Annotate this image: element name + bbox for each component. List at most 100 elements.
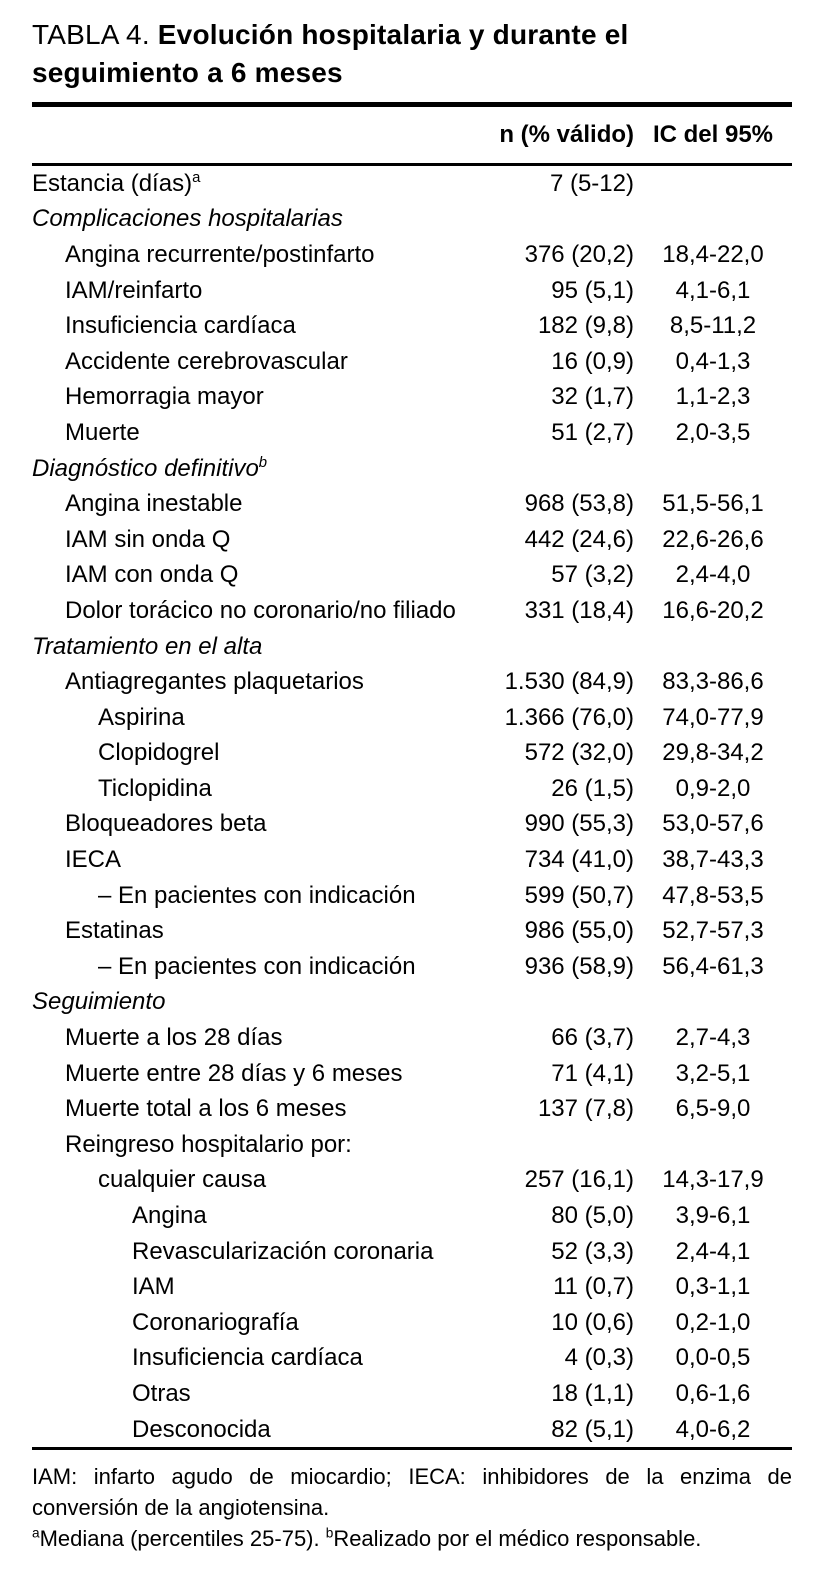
table-title-text: Evolución hospitalaria y durante el segu… <box>32 19 629 88</box>
table-body: Estancia (días)a 7 (5-12) Complicaciones h… <box>32 166 792 1447</box>
row-n-value: 572 (32,0) <box>524 739 634 767</box>
row-n-value: 11 (0,7) <box>553 1273 634 1301</box>
row-label: Hemorragia mayor <box>65 383 264 411</box>
table-row: Reingreso hospitalario por: <box>32 1127 792 1163</box>
row-n-value: 52 (3,3) <box>551 1237 634 1265</box>
table-row: Complicaciones hospitalarias <box>32 202 792 238</box>
footnote-marker: a <box>32 1526 40 1542</box>
row-ic-value: 0,9-2,0 <box>675 774 751 802</box>
table-row: Otras 18 (1,1) 0,6-1,6 <box>32 1376 792 1412</box>
table-row: Desconocida 82 (5,1) 4,0-6,2 <box>32 1412 792 1448</box>
row-n-value: 4 (0,3) <box>564 1344 634 1372</box>
row-label: cualquier causa <box>98 1166 267 1194</box>
row-label: Diagnóstico definitivob <box>32 454 268 482</box>
row-label: Coronariografía <box>132 1308 299 1336</box>
row-label: Revascularización coronaria <box>132 1237 434 1265</box>
row-ic-value: 2,7-4,3 <box>675 1024 751 1052</box>
row-ic-value: 56,4-61,3 <box>662 952 764 980</box>
table-row: IAM con onda Q 57 (3,2) 2,4-4,0 <box>32 558 792 594</box>
table-row: Insuficiencia cardíaca 4 (0,3) 0,0-0,5 <box>32 1341 792 1377</box>
row-n-value: 936 (58,9) <box>524 952 634 980</box>
row-label: IAM sin onda Q <box>65 525 231 553</box>
row-label: Insuficiencia cardíaca <box>65 312 296 340</box>
row-label: Muerte a los 28 días <box>65 1024 283 1052</box>
footnote-markers: aMediana (percentiles 25-75). bRealizado… <box>32 1526 702 1552</box>
row-label: Antiagregantes plaquetarios <box>65 668 364 696</box>
row-ic-value: 4,1-6,1 <box>675 276 751 304</box>
row-n-value: 80 (5,0) <box>551 1202 634 1230</box>
table-row: cualquier causa 257 (16,1) 14,3-17,9 <box>32 1163 792 1199</box>
row-label: Accidente cerebrovascular <box>65 347 348 375</box>
header-n-column: n (% válido) <box>499 121 634 148</box>
table-row: Estatinas 986 (55,0) 52,7-57,3 <box>32 913 792 949</box>
row-n-value: 18 (1,1) <box>551 1379 634 1407</box>
table-row: Revascularización coronaria 52 (3,3) 2,4-4… <box>32 1234 792 1270</box>
bottom-rule <box>32 1447 792 1451</box>
table-row: IAM/reinfarto 95 (5,1) 4,1-6,1 <box>32 273 792 309</box>
footnote-abbreviations: IAM: infarto agudo de miocardio; IECA: i… <box>32 1464 792 1521</box>
table-row: – En pacientes con indicación 599 (50,7) 4… <box>32 878 792 914</box>
row-label: Angina recurrente/postinfarto <box>65 240 375 268</box>
row-n-value: 734 (41,0) <box>524 846 634 874</box>
row-n-value: 16 (0,9) <box>551 347 634 375</box>
table-row: Muerte total a los 6 meses 137 (7,8) 6,5-9… <box>32 1091 792 1127</box>
row-n-value: 599 (50,7) <box>524 881 634 909</box>
footnote-marker: b <box>258 454 268 471</box>
row-n-value: 26 (1,5) <box>551 774 634 802</box>
row-ic-value: 83,3-86,6 <box>662 668 764 696</box>
row-ic-value: 0,3-1,1 <box>675 1273 751 1301</box>
row-ic-value: 3,9-6,1 <box>675 1202 751 1230</box>
table-row: Coronariografía 10 (0,6) 0,2-1,0 <box>32 1305 792 1341</box>
row-label: Complicaciones hospitalarias <box>32 205 343 233</box>
row-label: Tratamiento en el alta <box>32 632 263 660</box>
table-row: Aspirina 1.366 (76,0) 74,0-77,9 <box>32 700 792 736</box>
row-n-value: 57 (3,2) <box>551 561 634 589</box>
row-n-value: 986 (55,0) <box>524 917 634 945</box>
row-ic-value: 0,2-1,0 <box>675 1308 751 1336</box>
row-label: Estancia (días)a <box>32 169 201 197</box>
row-ic-value: 38,7-43,3 <box>662 846 764 874</box>
table-row: IAM sin onda Q 442 (24,6) 22,6-26,6 <box>32 522 792 558</box>
table-row: Muerte a los 28 días 66 (3,7) 2,7-4,3 <box>32 1020 792 1056</box>
table-row: Muerte 51 (2,7) 2,0-3,5 <box>32 415 792 451</box>
row-ic-value: 2,4-4,1 <box>675 1237 751 1265</box>
row-n-value: 82 (5,1) <box>551 1415 634 1443</box>
row-n-value: 1.366 (76,0) <box>504 703 634 731</box>
row-n-value: 7 (5-12) <box>549 169 634 197</box>
row-label: Dolor torácico no coronario/no filiado <box>65 596 456 624</box>
footnotes: IAM: infarto agudo de miocardio; IECA: i… <box>32 1450 792 1554</box>
row-ic-value: 22,6-26,6 <box>662 525 764 553</box>
row-n-value: 990 (55,3) <box>524 810 634 838</box>
table-row: Angina 80 (5,0) 3,9-6,1 <box>32 1198 792 1234</box>
table-row: IAM 11 (0,7) 0,3-1,1 <box>32 1269 792 1305</box>
table-number: TABLA 4. <box>32 19 150 50</box>
row-ic-value: 2,4-4,0 <box>675 561 751 589</box>
row-label: Seguimiento <box>32 988 166 1016</box>
table-row: Angina inestable 968 (53,8) 51,5-56,1 <box>32 486 792 522</box>
row-ic-value: 8,5-11,2 <box>669 312 757 340</box>
row-ic-value: 4,0-6,2 <box>675 1415 751 1443</box>
row-n-value: 71 (4,1) <box>551 1059 634 1087</box>
row-n-value: 10 (0,6) <box>551 1308 634 1336</box>
table-header-row: n (% válido) IC del 95% <box>32 107 792 163</box>
row-n-value: 257 (16,1) <box>524 1166 634 1194</box>
row-ic-value: 52,7-57,3 <box>662 917 764 945</box>
footnote-marker: a <box>192 169 201 186</box>
row-label: Aspirina <box>98 703 185 731</box>
table-row: Seguimiento <box>32 985 792 1021</box>
row-ic-value: 16,6-20,2 <box>662 596 764 624</box>
row-ic-value: 0,4-1,3 <box>675 347 751 375</box>
table-row: Dolor torácico no coronario/no filiado 33… <box>32 593 792 629</box>
row-ic-value: 0,6-1,6 <box>675 1379 751 1407</box>
row-n-value: 182 (9,8) <box>537 312 634 340</box>
table-row: Accidente cerebrovascular 16 (0,9) 0,4-1,3 <box>32 344 792 380</box>
table-row: Ticlopidina 26 (1,5) 0,9-2,0 <box>32 771 792 807</box>
row-ic-value: 3,2-5,1 <box>675 1059 751 1087</box>
row-label: Bloqueadores beta <box>65 810 267 838</box>
row-ic-value: 53,0-57,6 <box>662 810 764 838</box>
row-label: Angina inestable <box>65 490 243 518</box>
row-label: Muerte entre 28 días y 6 meses <box>65 1059 403 1087</box>
row-n-value: 51 (2,7) <box>551 418 634 446</box>
row-label: IAM con onda Q <box>65 561 239 589</box>
